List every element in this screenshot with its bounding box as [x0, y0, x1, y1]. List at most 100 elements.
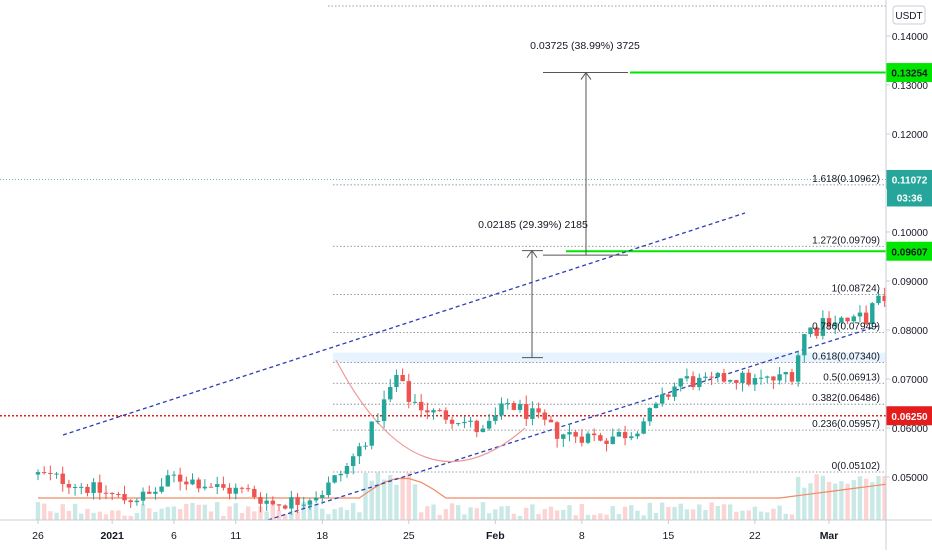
volume-bar [128, 515, 133, 520]
overlay-drawings [0, 71, 886, 521]
volume-bar [530, 504, 535, 520]
candle-body [239, 487, 245, 489]
time-axis-bg[interactable] [0, 520, 932, 550]
candle-body [857, 312, 863, 317]
candle-body [375, 421, 381, 423]
volume-bar [134, 512, 140, 520]
time-tick-label: 15 [663, 530, 675, 542]
candle-body [783, 372, 788, 375]
volume-bar [153, 511, 158, 520]
volume-bar [344, 509, 350, 520]
volume-bar [227, 506, 232, 520]
volume-bar [468, 507, 473, 520]
volume-bar [381, 479, 387, 520]
volume-bar [264, 511, 269, 520]
price-tick-label: 0.07000 [892, 375, 929, 386]
candle-body [709, 376, 714, 378]
volume-bar [808, 483, 813, 520]
candle-body [85, 486, 90, 493]
candle-body [79, 486, 84, 488]
time-tick-label: 11 [230, 530, 241, 542]
volume-bar [233, 503, 238, 520]
candle-body [344, 465, 350, 474]
volume-bar [276, 510, 282, 520]
time-tick-label: 22 [749, 530, 761, 542]
volume-bar [388, 475, 393, 520]
volume-bar [802, 487, 807, 520]
candle-body [493, 415, 498, 421]
candle-body [116, 493, 121, 495]
volume-bar [616, 514, 622, 520]
candle-body [703, 376, 708, 378]
volume-bar [474, 508, 479, 520]
time-tick-label: 18 [316, 530, 328, 542]
volume-bar [171, 506, 177, 520]
volume-bar [190, 502, 195, 520]
candle-body [221, 484, 226, 488]
volume-bar [777, 505, 782, 520]
volume-bar [493, 509, 498, 520]
candle-body [826, 318, 832, 326]
price-tick-label: 0.05000 [892, 473, 929, 484]
candle-body [666, 394, 671, 397]
candle-body [480, 428, 486, 433]
price-tag-current: 0.11072 [892, 175, 928, 186]
price-tag-breakout: 0.09607 [891, 247, 928, 258]
candle-body [270, 500, 276, 505]
volume-bar [703, 509, 708, 520]
candle-body [369, 421, 374, 446]
candle-body [456, 423, 461, 425]
price-axis-bg[interactable] [886, 0, 932, 550]
candle-body [412, 401, 418, 403]
candle-body [103, 492, 109, 494]
candle-body [313, 497, 319, 501]
volume-bar [826, 481, 832, 520]
currency-badge[interactable]: USDT [892, 5, 926, 25]
candle-body [208, 486, 214, 488]
candle-body [592, 433, 597, 436]
candle-body [697, 377, 702, 388]
fib-level-label: 0(0.05102) [832, 461, 880, 472]
candle-body [505, 403, 510, 405]
fib-level-label: 0.382(0.06486) [812, 393, 880, 404]
volume-bar [659, 502, 665, 520]
volume-bar [116, 510, 121, 520]
volume-bar [524, 507, 529, 520]
volume-bar [400, 476, 405, 520]
fib-level-label: 1.272(0.09709) [812, 235, 880, 246]
candle-body [171, 474, 177, 476]
candle-body [524, 404, 529, 419]
volume-bar [876, 475, 881, 520]
volume-bar [579, 503, 585, 520]
candle-body [635, 433, 640, 437]
volume-bar [771, 508, 776, 520]
candle-body [190, 479, 195, 485]
candle-body [406, 381, 411, 402]
volume-bar [610, 506, 615, 520]
candle-body [320, 495, 325, 498]
time-tick-label: 2021 [100, 530, 124, 542]
volume-bar [863, 478, 869, 520]
candle-body [363, 445, 368, 447]
volume-bar [561, 509, 566, 520]
candle-body [332, 475, 337, 483]
candle-body [802, 334, 807, 356]
volume-bar [184, 503, 189, 520]
candle-body [91, 482, 96, 493]
time-axis-ticks: 26 2021 6 11 18 25 Feb 8 15 22 Mar [32, 520, 838, 542]
channel-lower-line [267, 325, 879, 521]
time-tick-label: 26 [32, 530, 44, 542]
candle-body [876, 295, 881, 304]
candle-body [851, 316, 856, 322]
volume-bar [752, 506, 758, 520]
volume-bar [740, 510, 745, 520]
candle-body [629, 436, 634, 439]
candle-body [134, 500, 140, 503]
price-tick-label: 0.08000 [892, 326, 929, 337]
candle-body [820, 318, 826, 336]
candle-body [715, 372, 720, 378]
candle-body [202, 486, 208, 489]
candle-body [418, 401, 424, 411]
